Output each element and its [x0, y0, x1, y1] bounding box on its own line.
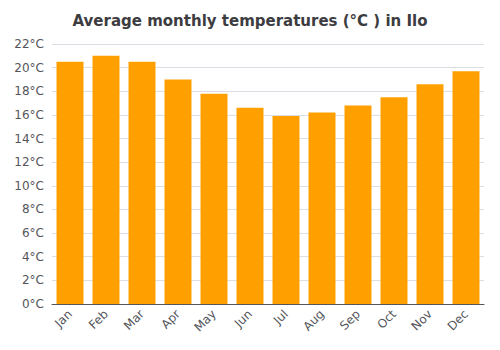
svg-text:14°C: 14°C: [14, 132, 44, 146]
svg-text:Dec: Dec: [445, 307, 471, 333]
svg-text:6°C: 6°C: [22, 226, 44, 240]
svg-text:Sep: Sep: [337, 307, 363, 333]
svg-text:Jun: Jun: [231, 307, 255, 331]
svg-text:16°C: 16°C: [14, 108, 44, 122]
svg-text:20°C: 20°C: [14, 61, 44, 75]
svg-text:Aug: Aug: [300, 307, 326, 333]
svg-text:22°C: 22°C: [14, 37, 44, 51]
svg-text:Average monthly temperatures (: Average monthly temperatures (°C ) in Il…: [73, 12, 428, 30]
svg-text:Nov: Nov: [409, 307, 435, 333]
svg-text:Oct: Oct: [374, 307, 399, 332]
svg-text:4°C: 4°C: [22, 250, 44, 264]
svg-text:Apr: Apr: [158, 307, 183, 332]
svg-text:May: May: [192, 307, 219, 334]
svg-text:Jan: Jan: [51, 307, 75, 331]
svg-text:0°C: 0°C: [22, 297, 44, 311]
svg-text:10°C: 10°C: [14, 179, 44, 193]
svg-text:Feb: Feb: [86, 307, 111, 332]
svg-text:Jul: Jul: [270, 307, 291, 328]
svg-text:12°C: 12°C: [14, 155, 44, 169]
svg-text:Mar: Mar: [121, 307, 147, 333]
svg-text:18°C: 18°C: [14, 84, 44, 98]
svg-text:2°C: 2°C: [22, 273, 44, 287]
svg-text:8°C: 8°C: [22, 202, 44, 216]
